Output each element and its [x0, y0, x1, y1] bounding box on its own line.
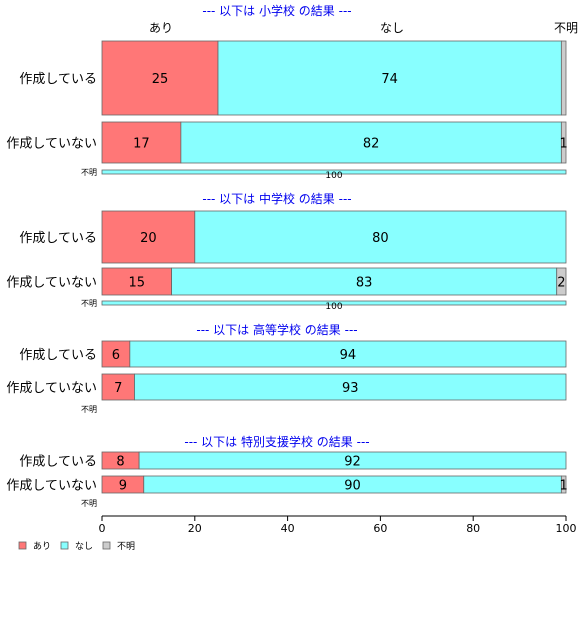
x-tick-label: 60	[373, 522, 387, 535]
bar-segment-不明	[560, 40, 567, 116]
bar-segment-なし	[134, 373, 567, 401]
x-tick-label: 80	[466, 522, 480, 535]
x-tick-label: 20	[188, 522, 202, 535]
row-label: 作成している	[19, 231, 97, 246]
row-label: 作成していない	[6, 478, 97, 493]
row-label: 作成している	[19, 348, 97, 363]
x-tick-label: 40	[281, 522, 295, 535]
data-label: 83	[356, 275, 373, 290]
column-header-label: なし	[380, 21, 404, 35]
bar-segment-なし	[217, 40, 562, 116]
bar-segment-なし	[138, 451, 567, 470]
bar-segment-なし	[194, 210, 567, 264]
data-label: 82	[363, 136, 380, 151]
column-header-label: あり	[149, 21, 173, 35]
bar-segment-なし	[101, 169, 567, 175]
bar-segment-あり	[101, 210, 196, 264]
data-label: 92	[344, 454, 361, 469]
data-label: 8	[116, 454, 124, 469]
data-label: 17	[133, 136, 150, 151]
data-label: 74	[381, 72, 398, 87]
panel-title: --- 以下は 中学校 の結果 ---	[202, 191, 351, 206]
data-label: 20	[140, 231, 157, 246]
bar-segment-あり	[101, 40, 219, 116]
legend-label: あり	[33, 541, 51, 552]
row-label: 不明	[81, 168, 97, 177]
data-label: 1	[560, 478, 568, 493]
column-header-label: 不明	[554, 21, 578, 35]
bar-segment-なし	[129, 340, 567, 368]
data-label: 1	[560, 136, 568, 151]
row-label: 作成していない	[6, 275, 97, 290]
bar-segment-なし	[180, 121, 562, 164]
row-label: 作成していない	[6, 381, 97, 396]
bar-segment-不明	[556, 267, 567, 296]
row-label: 作成している	[19, 72, 97, 87]
panel-title: --- 以下は 高等学校 の結果 ---	[196, 322, 357, 337]
legend-label: 不明	[117, 541, 135, 552]
bar-segment-不明	[560, 121, 567, 164]
row-label: 不明	[81, 299, 97, 308]
bar-segment-あり	[101, 121, 182, 164]
row-label: 不明	[81, 405, 97, 414]
legend-swatch	[18, 541, 27, 550]
bar-segment-なし	[171, 267, 558, 296]
legend-swatch	[102, 541, 111, 550]
chart-marks: あり なし 不明--- 以下は 小学校 の結果 ---作成している 25 74作成してい…	[6, 3, 578, 552]
data-label: 100	[325, 171, 342, 181]
data-label: 9	[119, 478, 127, 493]
panel-title: --- 以下は 小学校 の結果 ---	[202, 3, 351, 18]
row-label: 不明	[81, 499, 97, 508]
data-label: 2	[557, 275, 565, 290]
data-label: 7	[114, 381, 122, 396]
panel-title: --- 以下は 特別支援学校 の結果 ---	[184, 434, 369, 449]
bar-segment-不明	[560, 475, 567, 494]
data-label: 80	[372, 231, 389, 246]
legend-swatch	[60, 541, 69, 550]
x-tick-label: 100	[556, 522, 577, 535]
x-tick-label: 0	[99, 522, 106, 535]
row-label: 作成していない	[6, 136, 97, 151]
data-label: 100	[325, 302, 342, 312]
data-label: 6	[112, 348, 120, 363]
data-label: 15	[129, 275, 146, 290]
data-label: 25	[152, 72, 169, 87]
data-label: 93	[342, 381, 359, 396]
data-label: 90	[344, 478, 361, 493]
bar-segment-なし	[101, 300, 567, 306]
legend-label: なし	[75, 541, 93, 552]
bar-segment-あり	[101, 267, 172, 296]
data-label: 94	[340, 348, 357, 363]
row-label: 作成している	[19, 454, 97, 469]
